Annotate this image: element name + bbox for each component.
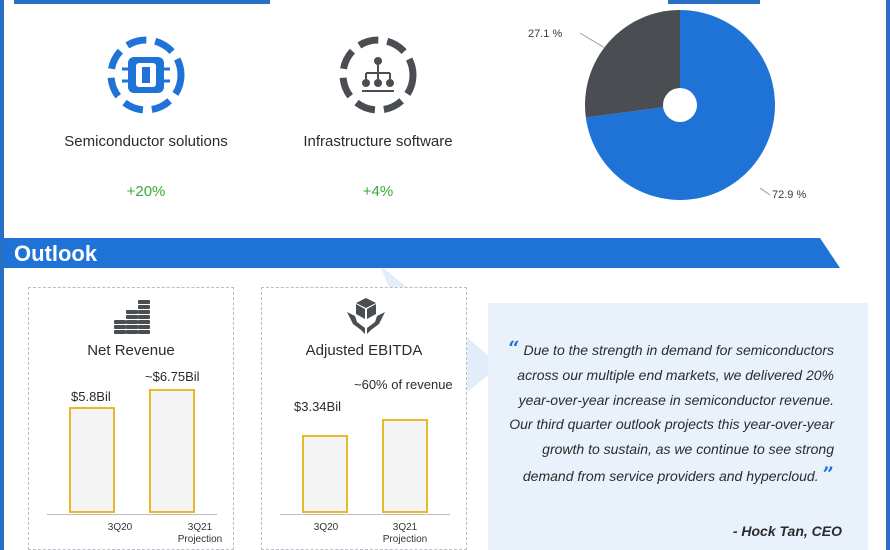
pie-center-hole: [663, 88, 697, 122]
coin-stacks-icon: [114, 300, 150, 334]
ebitda-cat-3q21: 3Q21 Projection: [382, 522, 428, 545]
ebitda-axis: [280, 514, 450, 515]
revenue-mix-pie-chart: 72.9 % 27.1 %: [520, 10, 850, 220]
ebitda-card: Adjusted EBITDA $3.34Bil ~60% of revenue…: [261, 287, 467, 550]
segment-name: Semiconductor solutions: [64, 133, 228, 150]
ebitda-bar-3q21: [382, 418, 428, 513]
segment-growth: +4%: [362, 183, 394, 200]
net-revenue-card: Net Revenue $5.8Bil ~$6.75Bil 3Q20 3Q21 P…: [28, 287, 234, 550]
right-frame-border: [886, 0, 890, 550]
pie-slice-1: [585, 10, 680, 118]
segment-growth: +20%: [126, 183, 166, 200]
ebitda-bar-3q20: [302, 435, 348, 513]
ceo-quote-text: “ Due to the strength in demand for semi…: [498, 336, 834, 489]
net-revenue-cat-3q20: 3Q20: [107, 522, 133, 533]
quote-author: - Hock Tan, CEO: [732, 523, 842, 539]
chip-icon: [107, 36, 185, 114]
pie-svg: 72.9 % 27.1 %: [528, 10, 806, 201]
segment-name: Infrastructure software: [303, 133, 453, 150]
outlook-title: Outlook: [14, 241, 98, 266]
net-revenue-cat-3q21: 3Q21 Projection: [177, 522, 223, 545]
pie-leader-line-0: [759, 187, 771, 196]
net-revenue-bar-3q20: [69, 406, 115, 513]
outlook-banner: [4, 238, 840, 268]
network-icon: [339, 36, 417, 114]
pie-leader-line-1: [579, 32, 606, 49]
top-tab-left: [14, 0, 270, 4]
ebitda-value-3q20: $3.34Bil: [294, 399, 341, 415]
top-tab-right: [668, 0, 760, 4]
ebitda-title: Adjusted EBITDA: [305, 342, 423, 359]
pie-label-0: 72.9 %: [772, 189, 806, 201]
ebitda-cat-3q20: 3Q20: [313, 522, 339, 533]
net-revenue-bar-3q21: [149, 389, 195, 513]
net-revenue-title: Net Revenue: [87, 342, 175, 359]
pie-label-1: 27.1 %: [528, 28, 562, 40]
net-revenue-value-3q21: ~$6.75Bil: [145, 369, 200, 385]
close-quote-icon: ”: [822, 461, 834, 486]
net-revenue-value-3q20: $5.8Bil: [71, 388, 111, 404]
ceo-quote-box: [488, 303, 868, 550]
net-revenue-axis: [47, 514, 217, 515]
left-frame-border: [0, 0, 4, 550]
hands-box-icon: [347, 298, 385, 334]
quote-body: Due to the strength in demand for semico…: [509, 342, 834, 484]
open-quote-icon: “: [508, 336, 520, 360]
ebitda-value-3q21: ~60% of revenue: [354, 376, 453, 392]
